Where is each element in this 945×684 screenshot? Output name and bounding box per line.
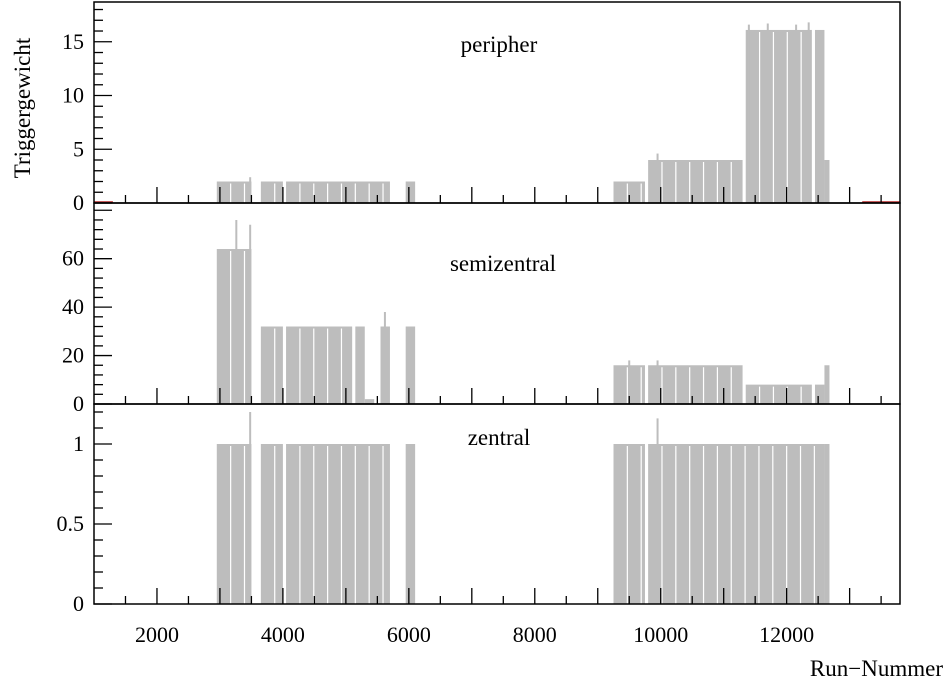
bar-segment bbox=[286, 326, 353, 404]
y-tick-label: 20 bbox=[62, 343, 84, 368]
bar-segment bbox=[405, 326, 416, 404]
x-tick-label: 2000 bbox=[135, 622, 179, 647]
bar-segment bbox=[613, 181, 645, 203]
bar-segment bbox=[648, 444, 825, 604]
bar-segment bbox=[745, 29, 812, 204]
bar-segment bbox=[648, 365, 743, 404]
panel-label-zentral: zentral bbox=[468, 425, 531, 450]
bar-segment bbox=[648, 160, 743, 203]
x-tick-label: 4000 bbox=[261, 622, 305, 647]
y-tick-label: 60 bbox=[62, 246, 84, 271]
y-tick-label: 10 bbox=[62, 83, 84, 108]
x-axis-title: Run−Nummer bbox=[810, 656, 943, 681]
y-tick-label: 0 bbox=[73, 391, 84, 416]
panel-label-peripher: peripher bbox=[461, 32, 538, 57]
y-tick-label: 5 bbox=[73, 136, 84, 161]
x-tick-label: 8000 bbox=[513, 622, 557, 647]
x-tick-label: 10000 bbox=[633, 622, 688, 647]
panel-frame bbox=[93, 403, 901, 605]
bar-segment bbox=[355, 326, 365, 404]
bar-segment bbox=[216, 249, 252, 404]
bar-segment bbox=[364, 399, 375, 404]
y-tick-label: 0 bbox=[73, 190, 84, 215]
y-tick-label: 0 bbox=[73, 591, 84, 616]
bar-segment bbox=[216, 181, 252, 203]
bar-segment bbox=[260, 326, 283, 404]
panel-semizentral: 0 20 40 60 bbox=[62, 202, 901, 416]
x-tick-label: 12000 bbox=[759, 622, 814, 647]
x-tick-label: 6000 bbox=[387, 622, 431, 647]
y-axis-title: Triggergewicht bbox=[10, 37, 35, 178]
y-tick-label: 15 bbox=[62, 29, 84, 54]
bar-segment bbox=[824, 365, 830, 404]
bar-segment bbox=[260, 181, 283, 203]
bar-segment bbox=[814, 29, 825, 204]
bar-segment bbox=[745, 384, 812, 404]
panel-label-semizentral: semizentral bbox=[450, 251, 556, 276]
y-tick-label: 0.5 bbox=[57, 511, 85, 536]
bar-segment bbox=[260, 444, 283, 604]
y-tick-label: 1 bbox=[73, 431, 84, 456]
bar-segment bbox=[405, 444, 416, 604]
bar-segment bbox=[405, 181, 416, 203]
bar-segment bbox=[824, 444, 830, 604]
bar-segment bbox=[216, 444, 252, 604]
y-tick-label: 40 bbox=[62, 294, 84, 319]
panel-frame bbox=[93, 202, 901, 405]
bar-segment bbox=[613, 444, 645, 604]
bar-segment bbox=[286, 444, 390, 604]
bar-segment bbox=[286, 181, 390, 203]
bar-segment bbox=[814, 384, 825, 404]
bar-segment bbox=[824, 160, 830, 203]
